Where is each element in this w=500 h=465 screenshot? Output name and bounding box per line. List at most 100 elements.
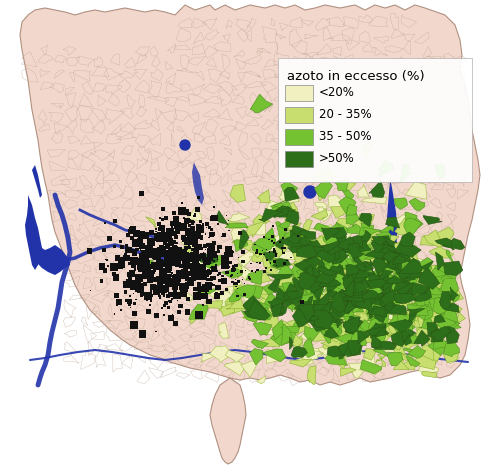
- Polygon shape: [359, 214, 374, 227]
- Bar: [100, 279, 103, 283]
- Polygon shape: [372, 325, 386, 341]
- Polygon shape: [294, 301, 309, 314]
- Bar: [120, 245, 124, 248]
- Polygon shape: [416, 287, 424, 299]
- Bar: [168, 242, 172, 246]
- Polygon shape: [447, 341, 452, 354]
- Bar: [273, 260, 276, 263]
- Bar: [173, 247, 174, 248]
- Polygon shape: [294, 255, 320, 275]
- Polygon shape: [294, 227, 318, 236]
- Bar: [180, 291, 183, 294]
- Polygon shape: [347, 271, 360, 289]
- Bar: [184, 285, 186, 288]
- Polygon shape: [388, 257, 398, 270]
- Bar: [188, 267, 190, 269]
- Polygon shape: [440, 279, 458, 296]
- Bar: [198, 271, 204, 277]
- Bar: [195, 244, 199, 248]
- Bar: [206, 248, 212, 253]
- Bar: [160, 269, 163, 272]
- Polygon shape: [230, 263, 242, 278]
- Polygon shape: [337, 247, 355, 263]
- Polygon shape: [393, 246, 412, 259]
- Bar: [275, 255, 277, 257]
- Polygon shape: [354, 296, 374, 312]
- Bar: [175, 227, 176, 229]
- Bar: [178, 247, 180, 250]
- Bar: [176, 242, 178, 244]
- Polygon shape: [396, 286, 419, 292]
- Bar: [220, 255, 228, 262]
- Polygon shape: [382, 302, 406, 316]
- Bar: [192, 264, 200, 271]
- Bar: [285, 85, 313, 101]
- Bar: [225, 288, 228, 291]
- Bar: [186, 286, 189, 288]
- Polygon shape: [284, 187, 300, 201]
- Polygon shape: [422, 261, 433, 272]
- Bar: [273, 250, 276, 253]
- Bar: [120, 257, 125, 262]
- Bar: [206, 261, 208, 264]
- Polygon shape: [318, 275, 340, 287]
- Polygon shape: [290, 230, 300, 240]
- Bar: [232, 265, 235, 267]
- Polygon shape: [25, 195, 42, 270]
- Bar: [156, 286, 162, 291]
- Bar: [259, 252, 262, 255]
- Bar: [133, 302, 136, 305]
- Polygon shape: [272, 206, 295, 217]
- Bar: [209, 244, 213, 247]
- Bar: [176, 275, 180, 279]
- Bar: [209, 271, 212, 274]
- Polygon shape: [434, 315, 446, 323]
- Polygon shape: [320, 242, 340, 252]
- Polygon shape: [294, 299, 304, 314]
- Bar: [256, 249, 258, 252]
- Bar: [152, 277, 158, 282]
- Polygon shape: [336, 250, 344, 252]
- Bar: [142, 273, 146, 278]
- Bar: [166, 294, 168, 296]
- Bar: [200, 264, 206, 271]
- Bar: [192, 221, 194, 223]
- Polygon shape: [355, 270, 376, 279]
- Bar: [194, 232, 198, 237]
- Bar: [188, 279, 192, 282]
- Bar: [138, 253, 145, 260]
- Polygon shape: [321, 250, 332, 264]
- Bar: [176, 310, 180, 314]
- Bar: [162, 241, 164, 242]
- Polygon shape: [368, 364, 382, 372]
- Polygon shape: [384, 258, 386, 276]
- Bar: [136, 280, 141, 286]
- Bar: [215, 264, 218, 266]
- Polygon shape: [306, 275, 320, 294]
- Polygon shape: [426, 329, 443, 342]
- Bar: [190, 228, 194, 231]
- Bar: [154, 233, 162, 241]
- Polygon shape: [264, 251, 278, 261]
- Bar: [167, 306, 170, 309]
- Polygon shape: [254, 238, 276, 251]
- Bar: [195, 275, 200, 280]
- Polygon shape: [352, 325, 370, 342]
- Bar: [157, 281, 163, 287]
- Polygon shape: [239, 230, 249, 250]
- Bar: [186, 221, 189, 224]
- Polygon shape: [360, 359, 382, 374]
- Bar: [221, 278, 227, 285]
- Bar: [138, 231, 145, 238]
- Bar: [205, 249, 206, 250]
- Polygon shape: [394, 282, 409, 294]
- Bar: [198, 285, 200, 288]
- Bar: [222, 275, 224, 278]
- Bar: [180, 290, 188, 298]
- Bar: [200, 257, 202, 259]
- Polygon shape: [427, 322, 438, 335]
- Bar: [230, 275, 232, 277]
- Bar: [129, 295, 130, 297]
- Polygon shape: [372, 247, 402, 261]
- Bar: [142, 250, 148, 257]
